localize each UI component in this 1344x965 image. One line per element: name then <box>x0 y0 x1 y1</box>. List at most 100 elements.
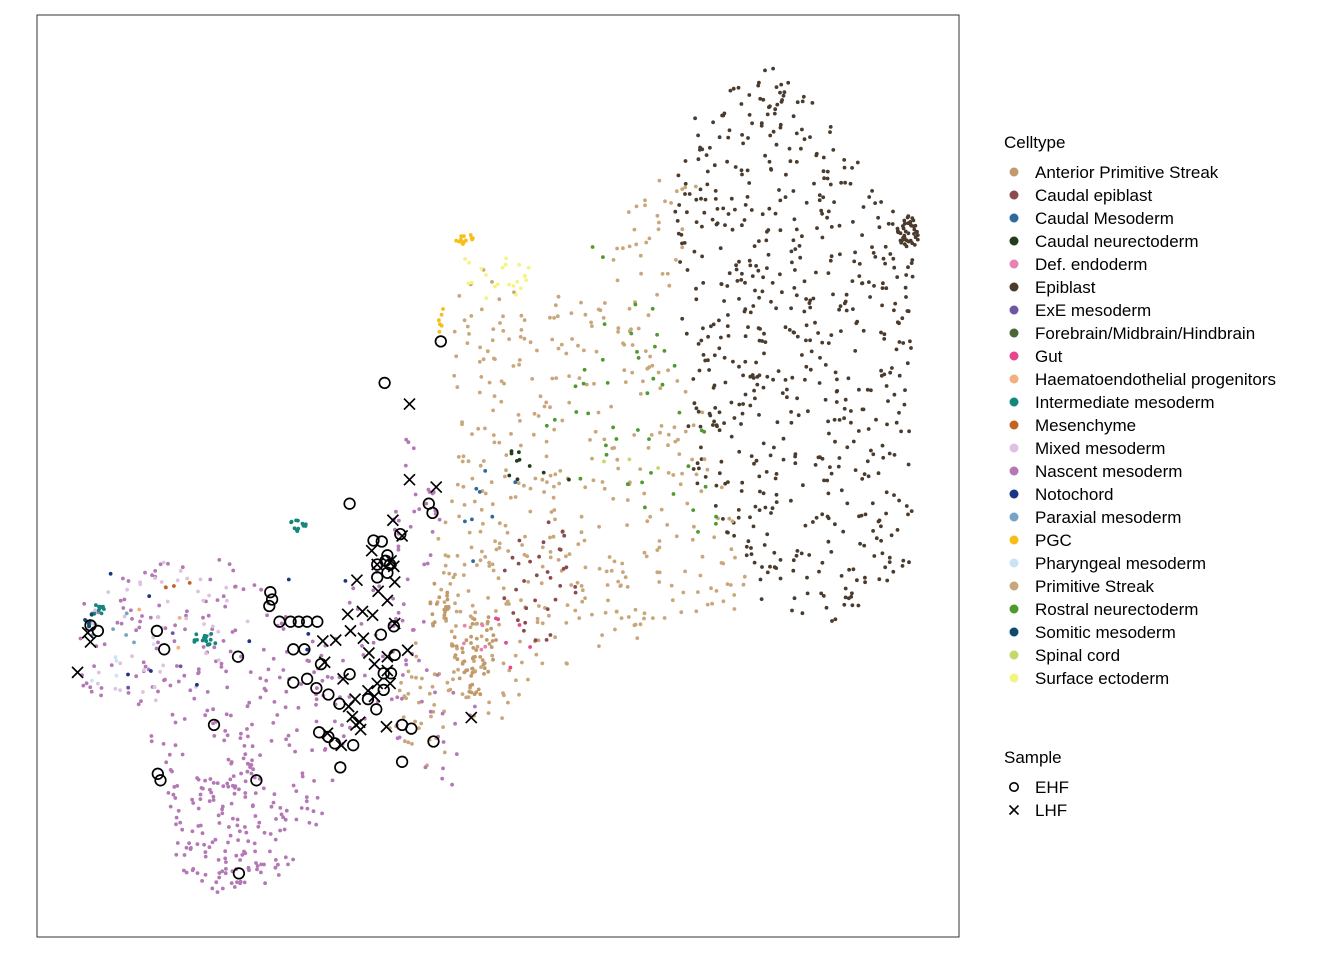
point-epiblast <box>771 129 776 134</box>
point-mixed-mesoderm <box>96 670 101 675</box>
point-caudal-epiblast <box>517 538 522 543</box>
point-epiblast <box>789 410 793 414</box>
point-epiblast <box>790 260 794 265</box>
point-epiblast <box>887 555 892 560</box>
marker-lhf <box>388 617 401 630</box>
point-anterior-primitive-streak <box>486 669 491 674</box>
point-primitive-streak <box>414 654 419 659</box>
point-epiblast <box>850 603 855 608</box>
point-nascent-mesoderm <box>274 817 278 821</box>
point-epiblast <box>829 471 834 476</box>
point-intermediate-mesoderm <box>96 608 101 613</box>
point-primitive-streak <box>539 581 544 586</box>
point-intermediate-mesoderm <box>203 636 208 641</box>
point-nascent-mesoderm <box>109 663 114 667</box>
point-nascent-mesoderm <box>224 712 229 717</box>
point-intermediate-mesoderm <box>300 521 305 526</box>
point-epiblast <box>871 251 876 255</box>
point-epiblast <box>756 83 761 88</box>
point-primitive-streak <box>544 454 549 459</box>
marker-lhf <box>386 514 399 527</box>
point-epiblast <box>749 546 753 550</box>
point-epiblast <box>677 203 682 207</box>
point-primitive-streak <box>477 390 482 395</box>
point-caudal-epiblast <box>510 555 515 560</box>
point-epiblast <box>795 100 800 105</box>
point-primitive-streak <box>453 601 457 606</box>
point-epiblast <box>885 578 890 583</box>
point-epiblast <box>740 172 744 177</box>
point-epiblast <box>765 374 770 379</box>
point-somitic-mesoderm <box>87 623 92 628</box>
point-epiblast <box>892 265 897 270</box>
point-nascent-mesoderm <box>310 748 314 753</box>
point-primitive-streak <box>638 467 643 471</box>
point-epiblast <box>765 112 770 117</box>
point-epiblast <box>880 551 885 556</box>
point-notochord <box>195 682 199 687</box>
point-primitive-streak <box>596 307 601 312</box>
point-primitive-streak <box>616 466 621 471</box>
point-nascent-mesoderm <box>182 673 187 678</box>
point-primitive-streak <box>487 700 491 705</box>
point-nascent-mesoderm <box>196 806 201 811</box>
point-primitive-streak <box>506 700 510 705</box>
point-primitive-streak <box>564 621 569 625</box>
point-anterior-primitive-streak <box>452 635 457 640</box>
point-nascent-mesoderm <box>210 886 215 891</box>
point-anterior-primitive-streak <box>464 638 469 643</box>
point-primitive-streak <box>680 187 685 192</box>
point-epiblast <box>828 130 832 135</box>
point-nascent-mesoderm <box>224 867 228 871</box>
point-primitive-streak <box>535 348 539 353</box>
point-primitive-streak <box>694 609 699 614</box>
point-nascent-mesoderm <box>245 761 250 766</box>
point-epiblast <box>890 366 894 370</box>
marker-ehf <box>207 718 221 732</box>
marker-ehf <box>434 335 447 348</box>
marker-lhf <box>372 585 385 598</box>
point-nascent-mesoderm <box>236 838 241 842</box>
marker-ehf <box>232 867 246 880</box>
point-primitive-streak <box>470 432 474 436</box>
point-caudal-epiblast <box>524 606 529 611</box>
point-nascent-mesoderm <box>279 812 284 817</box>
point-rostral-neurectoderm <box>602 322 607 326</box>
point-nascent-mesoderm <box>243 825 247 829</box>
point-anterior-primitive-streak <box>476 687 481 692</box>
point-epiblast <box>757 239 761 244</box>
point-epiblast <box>754 264 758 268</box>
point-epiblast <box>817 381 822 385</box>
point-primitive-streak <box>552 427 557 432</box>
point-epiblast <box>807 553 812 557</box>
marker-lhf <box>344 624 357 637</box>
point-nascent-mesoderm <box>268 849 272 854</box>
point-nascent-mesoderm <box>158 562 163 567</box>
point-epiblast <box>884 286 889 291</box>
point-def-endoderm <box>462 623 467 628</box>
point-nascent-mesoderm <box>404 658 408 663</box>
point-primitive-streak <box>501 661 506 666</box>
point-primitive-streak <box>594 349 599 354</box>
point-epiblast <box>833 522 837 527</box>
point-nascent-mesoderm <box>394 616 398 621</box>
point-nascent-mesoderm <box>228 777 233 782</box>
point-primitive-streak <box>467 332 471 336</box>
point-pgc <box>460 240 465 245</box>
point-primitive-streak <box>427 691 432 696</box>
point-nascent-mesoderm <box>310 639 315 644</box>
point-nascent-mesoderm <box>231 568 236 573</box>
point-epiblast <box>787 146 792 151</box>
point-epiblast <box>746 539 751 544</box>
point-notochord <box>108 571 113 576</box>
point-primitive-streak <box>478 558 483 563</box>
point-mixed-mesoderm <box>196 589 200 594</box>
marker-lhf <box>321 727 334 740</box>
point-nascent-mesoderm <box>223 729 228 733</box>
point-epiblast <box>853 250 857 255</box>
point-primitive-streak <box>733 555 737 560</box>
point-rostral-neurectoderm <box>582 367 587 372</box>
point-caudal-mesoderm <box>463 519 467 524</box>
point-primitive-streak <box>710 601 714 606</box>
point-intermediate-mesoderm <box>295 529 300 533</box>
